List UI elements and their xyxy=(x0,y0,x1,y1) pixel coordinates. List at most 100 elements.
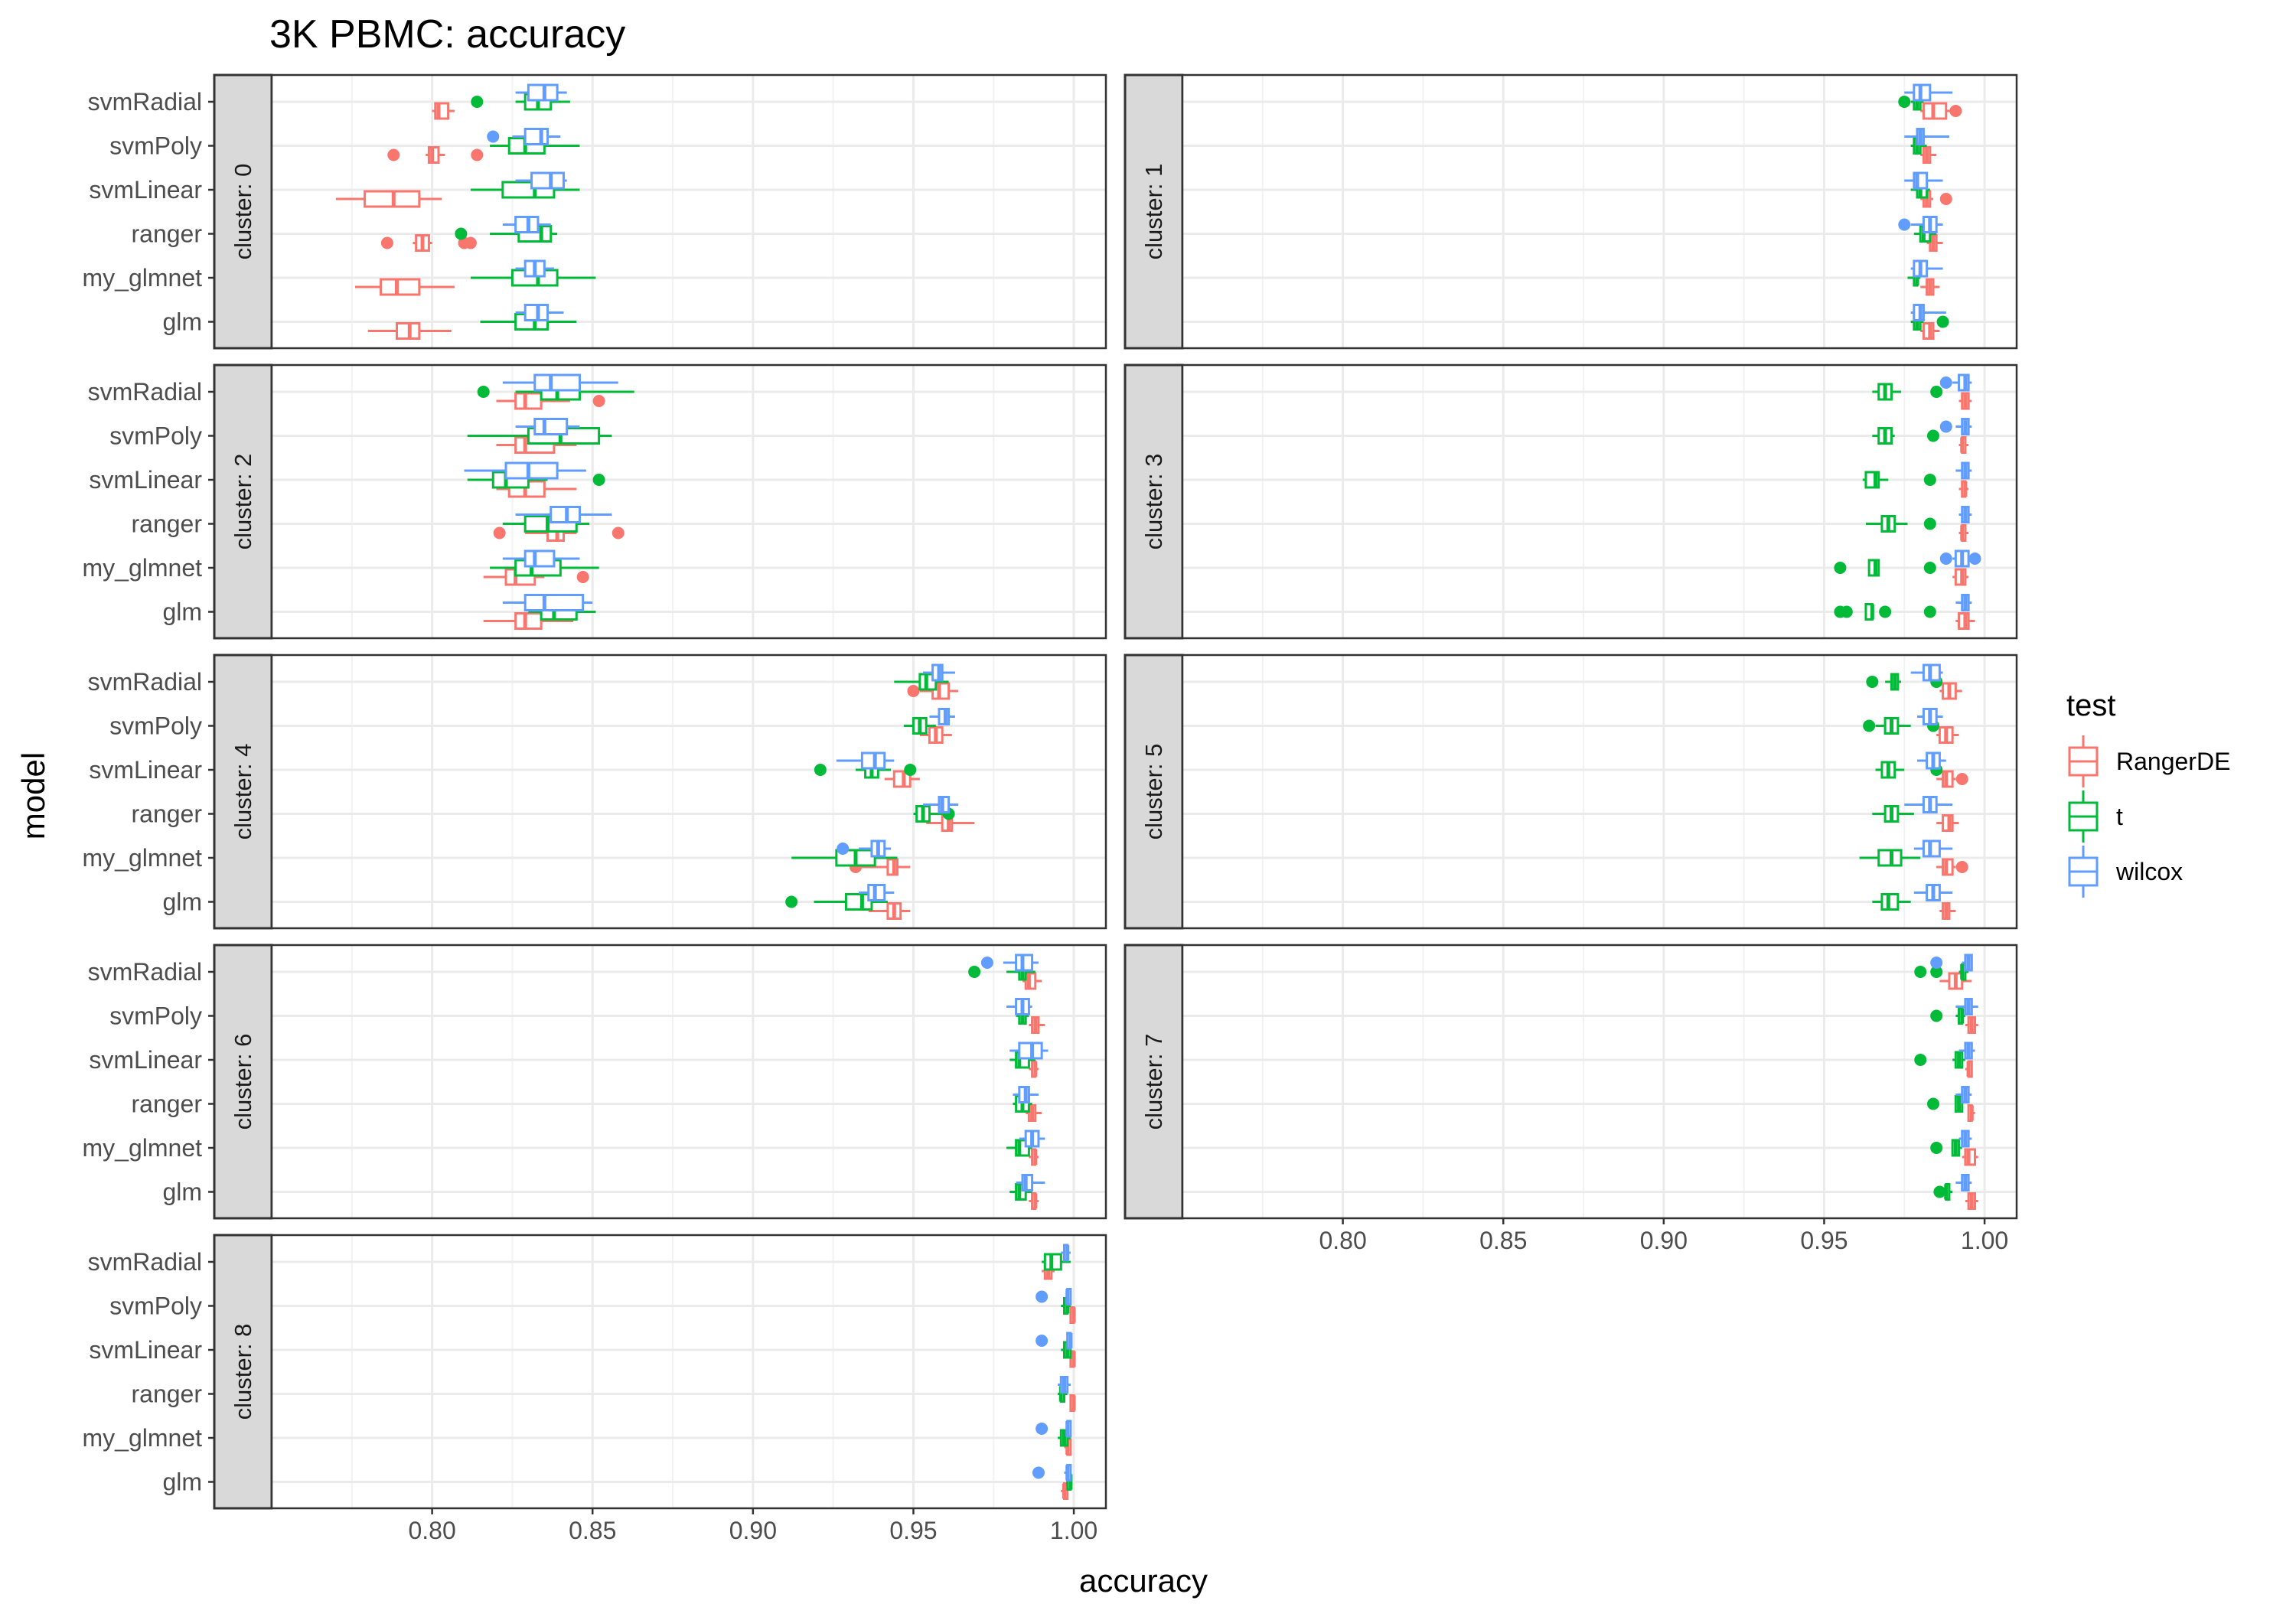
boxplot-wilcox xyxy=(837,839,892,858)
boxplot-wilcox xyxy=(1898,216,1943,233)
outlier-point xyxy=(968,966,981,978)
boxplot-RangerDE xyxy=(1029,1060,1039,1078)
outlier-point xyxy=(1939,193,1952,205)
outlier-point xyxy=(1035,1335,1049,1347)
outlier-point xyxy=(1933,1185,1946,1198)
outlier-point xyxy=(1930,1142,1943,1154)
x-tick-label: 0.95 xyxy=(889,1517,937,1544)
x-tick-label: 0.85 xyxy=(1479,1227,1527,1254)
boxplot-t xyxy=(1910,313,1949,331)
boxplot-wilcox xyxy=(1955,594,1972,611)
outlier-point xyxy=(1927,429,1939,442)
box xyxy=(514,612,543,630)
legend-item: t xyxy=(2068,790,2123,843)
boxplot-wilcox xyxy=(1904,83,1953,102)
outlier-point xyxy=(1914,966,1927,978)
legend-item: RangerDE xyxy=(2068,735,2230,787)
panel-border xyxy=(270,944,1107,1220)
y-tick-label: svmRadial xyxy=(88,378,202,406)
panel-border xyxy=(270,1234,1107,1510)
y-tick-label: glm xyxy=(162,888,202,916)
boxplot-wilcox xyxy=(923,663,955,682)
y-tick-label: svmLinear xyxy=(89,176,202,204)
strip-label: cluster: 3 xyxy=(1140,454,1167,550)
strip-label: cluster: 1 xyxy=(1140,164,1167,260)
y-tick-label: ranger xyxy=(132,220,203,248)
boxplot-wilcox xyxy=(1032,1464,1072,1482)
outlier-point xyxy=(1032,1466,1045,1479)
outlier-point xyxy=(1930,1009,1943,1022)
boxplot-RangerDE xyxy=(1926,234,1943,252)
strip-label: cluster: 8 xyxy=(230,1324,256,1420)
x-tick-label: 0.95 xyxy=(1800,1227,1848,1254)
strip-label: cluster: 2 xyxy=(230,454,256,550)
outlier-point xyxy=(1930,386,1943,398)
strip-box xyxy=(1124,654,1184,930)
boxplot-t xyxy=(1930,1139,1962,1157)
outlier-point xyxy=(576,571,589,583)
boxplot-RangerDE xyxy=(1958,524,1969,542)
y-tick-label: ranger xyxy=(132,510,203,538)
boxplot-RangerDE xyxy=(1029,1016,1045,1034)
boxplot-RangerDE xyxy=(1936,814,1959,832)
boxplot-RangerDE xyxy=(1965,1016,1978,1034)
strip-box xyxy=(213,73,273,350)
outlier-point xyxy=(785,895,798,908)
boxplot-wilcox xyxy=(1035,1332,1073,1350)
legend: test RangerDE t wilcox xyxy=(2066,689,2230,898)
boxplot-wilcox xyxy=(1058,1376,1071,1393)
boxplot-t xyxy=(791,849,898,867)
boxplot-wilcox xyxy=(1955,1174,1972,1191)
boxplot-wilcox xyxy=(487,128,561,145)
box xyxy=(514,392,543,410)
outlier-point xyxy=(464,236,477,249)
outlier-point xyxy=(1930,966,1943,978)
boxplot-RangerDE xyxy=(1958,480,1969,498)
boxplot-RangerDE xyxy=(355,278,455,296)
strip-label: cluster: 7 xyxy=(1140,1034,1167,1130)
y-tick-label: glm xyxy=(162,1178,202,1206)
box xyxy=(530,171,565,190)
y-tick-label: ranger xyxy=(132,1090,203,1118)
panel-background xyxy=(272,75,1106,348)
panel-border xyxy=(270,654,1107,930)
y-tick-label: svmPoly xyxy=(109,132,202,160)
outlier-point xyxy=(1035,1290,1049,1303)
boxplot-wilcox xyxy=(1939,418,1972,435)
boxplot-wilcox xyxy=(1958,1041,1975,1060)
panel-background xyxy=(1182,365,2017,638)
outlier-point xyxy=(1898,218,1911,231)
boxplot-RangerDE xyxy=(1920,102,1962,120)
box xyxy=(844,893,873,911)
strip-box xyxy=(213,1234,273,1510)
boxplot-wilcox xyxy=(1904,128,1949,145)
boxplot-wilcox xyxy=(980,953,1039,972)
boxplot-wilcox xyxy=(515,259,554,278)
y-tick-label: glm xyxy=(162,308,202,336)
y-tick-label: svmPoly xyxy=(109,1002,202,1030)
boxplot-RangerDE xyxy=(1061,1482,1069,1500)
facet-panel: cluster: 8 svmRadial svmPoly svmLinear range… xyxy=(83,1234,1107,1510)
boxplot-RangerDE xyxy=(367,322,452,340)
y-tick-label: svmLinear xyxy=(89,756,202,784)
boxplot-wilcox xyxy=(1939,373,1972,392)
boxplot-RangerDE xyxy=(1026,1104,1042,1122)
panel-background xyxy=(1182,655,2017,928)
strip-box xyxy=(213,654,273,930)
x-tick-label: 0.90 xyxy=(729,1517,777,1544)
boxplot-wilcox xyxy=(1955,1086,1972,1103)
boxplot-RangerDE xyxy=(380,234,477,252)
strip-label: cluster: 0 xyxy=(230,164,256,260)
box xyxy=(504,461,559,480)
boxplot-wilcox xyxy=(1910,663,1943,682)
panel-background xyxy=(272,655,1106,928)
outlier-point xyxy=(471,96,484,108)
panel-background xyxy=(272,945,1106,1218)
outlier-point xyxy=(1939,420,1952,433)
boxplot-wilcox xyxy=(515,83,567,102)
outlier-point xyxy=(1955,773,1968,785)
x-tick-label: 0.85 xyxy=(569,1517,616,1544)
outlier-point xyxy=(1834,562,1847,574)
outlier-point xyxy=(1927,1097,1939,1110)
boxplot-wilcox xyxy=(1930,953,1973,972)
